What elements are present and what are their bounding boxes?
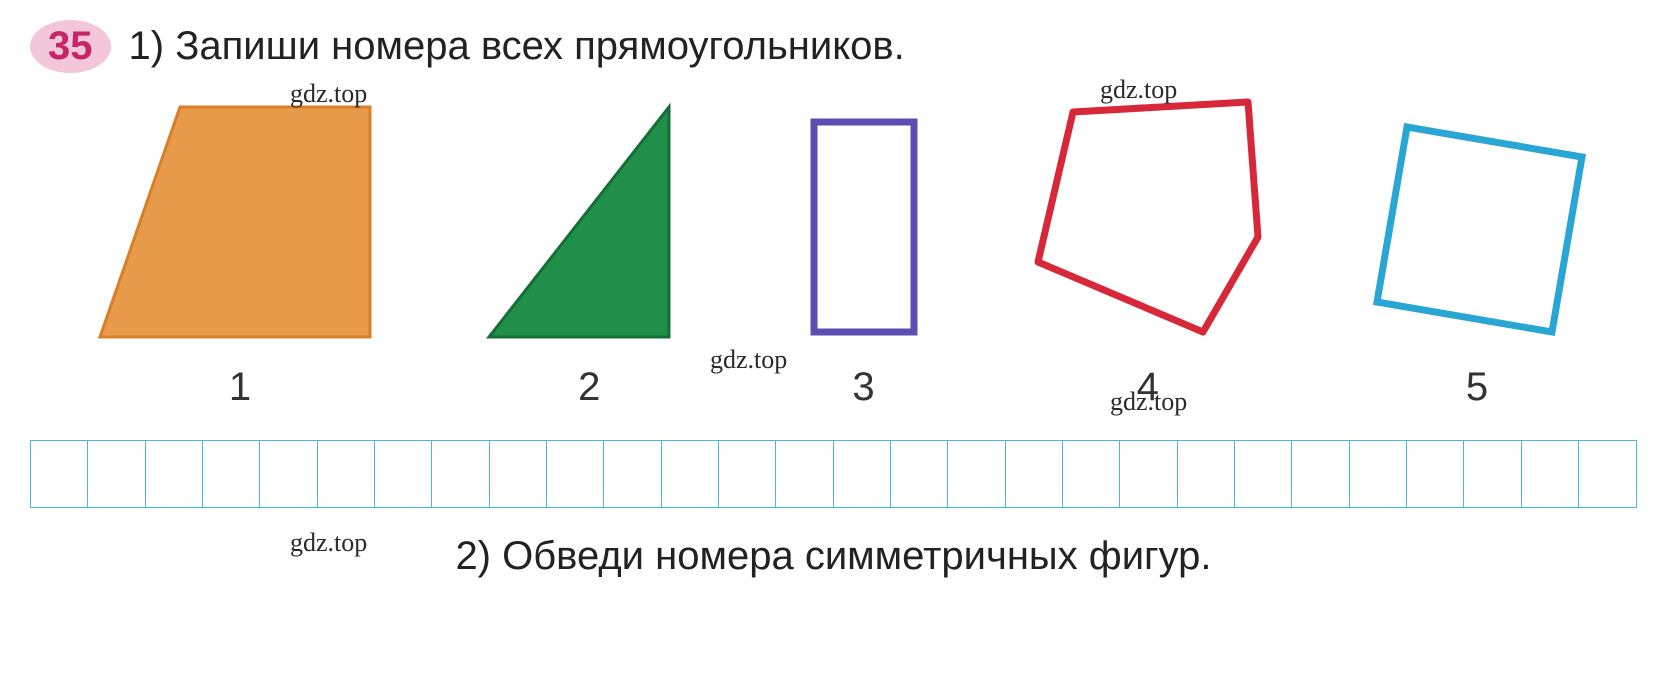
- part1-text: Запиши номера всех прямоугольников.: [175, 24, 905, 68]
- pentagon-icon: [1018, 87, 1278, 347]
- shapes-row: gdz.top gdz.top gdz.top gdz.top 1 2 3: [30, 87, 1637, 410]
- part2-prompt: 2) Обведи номера симметричных фигур.: [30, 534, 1637, 579]
- watermark: gdz.top: [1110, 387, 1187, 417]
- shape-rectangle: 3: [789, 107, 939, 410]
- shape-label: 3: [852, 365, 874, 410]
- grid-cell[interactable]: [1006, 441, 1063, 507]
- grid-cell[interactable]: [1120, 441, 1177, 507]
- grid-cell[interactable]: [432, 441, 489, 507]
- grid-cell[interactable]: [776, 441, 833, 507]
- shape-trapezoid: 1: [90, 97, 390, 410]
- grid-cell[interactable]: [1407, 441, 1464, 507]
- grid-cell[interactable]: [1522, 441, 1579, 507]
- grid-cell[interactable]: [891, 441, 948, 507]
- shape-label: 5: [1466, 365, 1488, 410]
- rectangle-icon: [789, 107, 939, 347]
- shape-triangle: 2: [469, 97, 709, 410]
- grid-cell[interactable]: [1063, 441, 1120, 507]
- grid-cell[interactable]: [547, 441, 604, 507]
- grid-cell[interactable]: [1464, 441, 1521, 507]
- grid-cell[interactable]: [88, 441, 145, 507]
- part1-label: 1): [129, 24, 165, 68]
- grid-cell[interactable]: [604, 441, 661, 507]
- watermark: gdz.top: [1100, 75, 1177, 105]
- shape-pentagon: 4: [1018, 87, 1278, 410]
- grid-cell[interactable]: [1579, 441, 1636, 507]
- grid-cell[interactable]: [31, 441, 88, 507]
- watermark: gdz.top: [290, 79, 367, 109]
- grid-cell[interactable]: [318, 441, 375, 507]
- grid-cell[interactable]: [1350, 441, 1407, 507]
- grid-cell[interactable]: [490, 441, 547, 507]
- answer-grid[interactable]: [30, 440, 1637, 508]
- grid-cell[interactable]: [948, 441, 1005, 507]
- grid-cell[interactable]: [260, 441, 317, 507]
- grid-cell[interactable]: [1235, 441, 1292, 507]
- watermark: gdz.top: [290, 528, 367, 558]
- grid-cell[interactable]: [146, 441, 203, 507]
- grid-cell[interactable]: [1292, 441, 1349, 507]
- shape-label: 2: [578, 365, 600, 410]
- shape-tilted-square: 5: [1357, 117, 1597, 410]
- grid-cell[interactable]: [203, 441, 260, 507]
- square-icon: [1357, 117, 1597, 347]
- grid-cell[interactable]: [662, 441, 719, 507]
- trapezoid-icon: [90, 97, 390, 347]
- triangle-icon: [469, 97, 709, 347]
- grid-cell[interactable]: [375, 441, 432, 507]
- part2-text: Обведи номера симметричных фигур.: [502, 534, 1211, 578]
- part1-prompt: 1) Запиши номера всех прямоугольников.: [129, 24, 905, 69]
- grid-cell[interactable]: [834, 441, 891, 507]
- shape-label: 1: [229, 365, 251, 410]
- part2-label: 2): [455, 534, 491, 578]
- problem-number-badge: 35: [30, 20, 111, 73]
- grid-cell[interactable]: [719, 441, 776, 507]
- problem-header: 35 1) Запиши номера всех прямоугольников…: [30, 20, 1637, 73]
- grid-cell[interactable]: [1178, 441, 1235, 507]
- watermark: gdz.top: [710, 345, 787, 375]
